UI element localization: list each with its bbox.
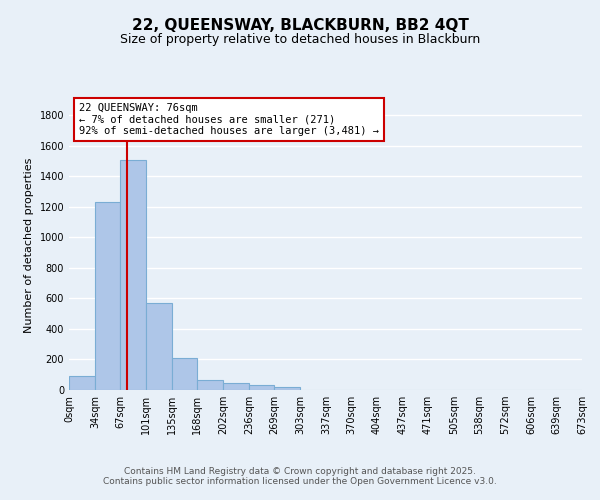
Text: 22 QUEENSWAY: 76sqm
← 7% of detached houses are smaller (271)
92% of semi-detach: 22 QUEENSWAY: 76sqm ← 7% of detached hou… bbox=[79, 103, 379, 136]
Bar bbox=[69, 376, 95, 390]
Text: 22, QUEENSWAY, BLACKBURN, BB2 4QT: 22, QUEENSWAY, BLACKBURN, BB2 4QT bbox=[131, 18, 469, 32]
Bar bbox=[95, 202, 120, 390]
Bar bbox=[274, 387, 300, 390]
Bar bbox=[249, 386, 274, 390]
Bar bbox=[197, 380, 223, 390]
Text: Contains HM Land Registry data © Crown copyright and database right 2025.: Contains HM Land Registry data © Crown c… bbox=[124, 467, 476, 476]
Bar bbox=[172, 358, 197, 390]
Bar bbox=[223, 383, 249, 390]
Text: Size of property relative to detached houses in Blackburn: Size of property relative to detached ho… bbox=[120, 32, 480, 46]
Bar bbox=[120, 160, 146, 390]
Text: Contains public sector information licensed under the Open Government Licence v3: Contains public sector information licen… bbox=[103, 477, 497, 486]
Bar bbox=[146, 303, 172, 390]
Y-axis label: Number of detached properties: Number of detached properties bbox=[24, 158, 34, 332]
